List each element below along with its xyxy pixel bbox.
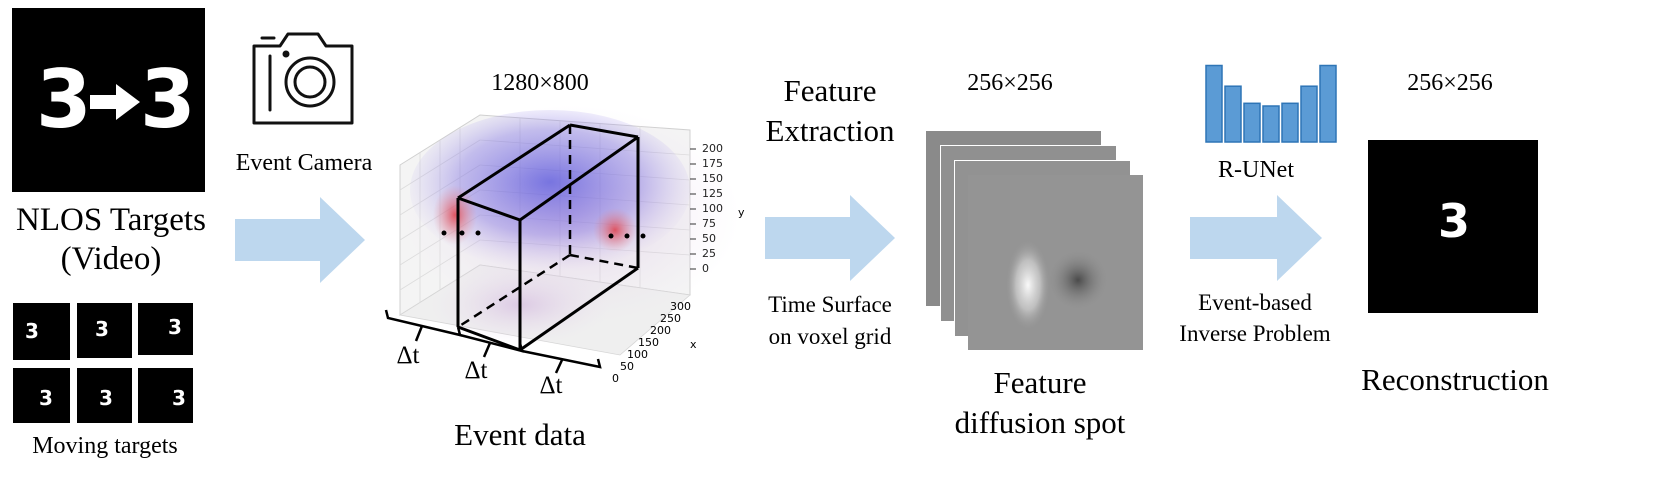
frame-digit: 3: [95, 317, 109, 341]
right-arrow-icon: [90, 84, 140, 120]
event-camera-label: Event Camera: [235, 150, 373, 176]
reconstruction-image: 3: [1368, 140, 1538, 313]
x-axis-label: x: [690, 338, 697, 351]
x-tick: 150: [638, 336, 659, 349]
feature-diffusion-map: [968, 175, 1143, 350]
delta-t-1: Δt: [396, 342, 420, 369]
feature-extraction-title-1: Feature: [783, 73, 877, 108]
reconstruction-caption: Reconstruction: [1361, 362, 1549, 397]
inverse-problem-label-2: Inverse Problem: [1179, 321, 1331, 346]
hero-digit-right: 3: [140, 53, 196, 146]
event-data-3d-plot: [384, 105, 740, 374]
time-surface-label-1: Time Surface: [768, 292, 892, 317]
x-tick: 250: [660, 312, 681, 325]
moving-target-frame-2: 3: [77, 303, 132, 358]
y-axis-ticks: 200 175 150 125 100 75 50 25 0: [702, 141, 732, 276]
y-tick: 50: [702, 232, 716, 245]
runet-bar: [1262, 105, 1280, 143]
hero-digit-left: 3: [36, 53, 92, 146]
moving-target-frame-6: 3: [138, 368, 193, 423]
runet-bars-icon: [1205, 64, 1337, 143]
frame-digit: 3: [168, 315, 182, 339]
nlos-target-image: 3 3: [12, 8, 205, 192]
moving-target-frame-3: 3: [138, 303, 193, 355]
x-tick: 0: [612, 372, 619, 385]
x-tick: 200: [650, 324, 671, 337]
y-axis-label: y: [738, 206, 745, 219]
event-data-caption: Event data: [454, 417, 586, 452]
moving-target-frame-1: 3: [13, 303, 70, 360]
time-surface-label-2: on voxel grid: [768, 324, 892, 349]
feature-spot-resolution: 256×256: [967, 70, 1053, 96]
runet-bar: [1281, 102, 1299, 143]
moving-targets-caption: Moving targets: [32, 433, 178, 459]
y-tick: 125: [702, 187, 723, 200]
frame-digit: 3: [99, 386, 113, 410]
y-tick: 200: [702, 142, 723, 155]
feature-spot-caption-1: Feature: [993, 365, 1087, 400]
y-tick: 75: [702, 217, 716, 230]
y-tick: 150: [702, 172, 723, 185]
flow-arrow-2: [765, 195, 895, 281]
feature-extraction-title-2: Extraction: [765, 113, 895, 148]
frame-digit: 3: [39, 386, 53, 410]
x-tick: 100: [627, 348, 648, 361]
moving-target-frame-5: 3: [77, 368, 132, 423]
moving-target-frame-4: 3: [13, 368, 70, 423]
y-tick: 0: [702, 262, 709, 275]
x-tick: 50: [620, 360, 634, 373]
y-tick: 25: [702, 247, 716, 260]
delta-t-3: Δt: [539, 372, 563, 399]
flow-arrow-3: [1190, 195, 1322, 281]
runet-bar: [1300, 85, 1318, 143]
runet-bar: [1205, 64, 1223, 143]
event-data-resolution: 1280×800: [491, 70, 589, 96]
reconstruction-digit: 3: [1438, 194, 1471, 248]
delta-t-2: Δt: [464, 357, 488, 384]
runet-bar: [1319, 64, 1337, 143]
nlos-targets-subtitle: (Video): [60, 241, 162, 277]
camera-icon: [252, 32, 354, 125]
feature-spot-caption-2: diffusion spot: [954, 405, 1126, 440]
y-tick: 100: [702, 202, 723, 215]
flow-arrow-1: [235, 197, 365, 283]
runet-bar: [1224, 85, 1242, 143]
y-tick: 175: [702, 157, 723, 170]
frame-digit: 3: [25, 319, 39, 343]
x-tick: 300: [670, 300, 691, 313]
runet-bar: [1243, 102, 1261, 143]
reconstruction-resolution: 256×256: [1407, 70, 1493, 96]
inverse-problem-label-1: Event-based: [1198, 290, 1312, 315]
runet-label: R-UNet: [1218, 157, 1294, 183]
frame-digit: 3: [172, 386, 186, 410]
nlos-targets-title: NLOS Targets: [16, 202, 206, 238]
